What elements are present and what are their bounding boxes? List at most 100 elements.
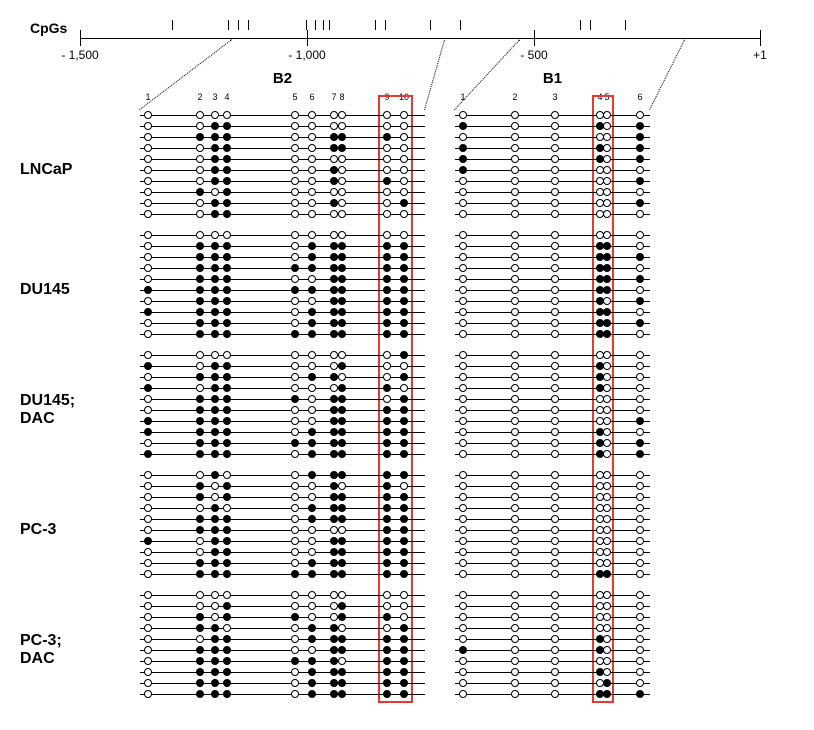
methylated-cpg: [330, 646, 338, 654]
scale-label: +1: [753, 48, 767, 62]
unmethylated-cpg: [308, 362, 316, 370]
methylated-cpg: [330, 373, 338, 381]
methylated-cpg: [211, 515, 219, 523]
methylated-cpg: [400, 471, 408, 479]
methylated-cpg: [338, 297, 346, 305]
methylated-cpg: [383, 548, 391, 556]
unmethylated-cpg: [196, 122, 204, 130]
methylated-cpg: [330, 144, 338, 152]
methylated-cpg: [211, 253, 219, 261]
unmethylated-cpg: [291, 319, 299, 327]
unmethylated-cpg: [459, 515, 467, 523]
unmethylated-cpg: [223, 504, 231, 512]
unmethylated-cpg: [551, 308, 559, 316]
sample-label: LNCaP: [20, 110, 140, 230]
methylated-cpg: [211, 177, 219, 185]
methylated-cpg: [144, 286, 152, 294]
unmethylated-cpg: [551, 570, 559, 578]
unmethylated-cpg: [383, 144, 391, 152]
unmethylated-cpg: [144, 155, 152, 163]
methylated-cpg: [223, 450, 231, 458]
unmethylated-cpg: [603, 482, 611, 490]
unmethylated-cpg: [308, 548, 316, 556]
unmethylated-cpg: [551, 177, 559, 185]
methylated-cpg: [338, 308, 346, 316]
unmethylated-cpg: [551, 155, 559, 163]
unmethylated-cpg: [308, 417, 316, 425]
unmethylated-cpg: [636, 515, 644, 523]
methylated-cpg: [338, 286, 346, 294]
unmethylated-cpg: [196, 471, 204, 479]
methylated-cpg: [223, 275, 231, 283]
unmethylated-cpg: [551, 417, 559, 425]
unmethylated-cpg: [636, 657, 644, 665]
unmethylated-cpg: [291, 679, 299, 687]
unmethylated-cpg: [400, 188, 408, 196]
unmethylated-cpg: [636, 602, 644, 610]
methylated-cpg: [400, 450, 408, 458]
unmethylated-cpg: [511, 417, 519, 425]
methylated-cpg: [383, 504, 391, 512]
unmethylated-cpg: [636, 210, 644, 218]
methylated-cpg: [196, 330, 204, 338]
unmethylated-cpg: [383, 231, 391, 239]
methylated-cpg: [330, 177, 338, 185]
unmethylated-cpg: [211, 231, 219, 239]
methylated-cpg: [211, 439, 219, 447]
unmethylated-cpg: [551, 679, 559, 687]
unmethylated-cpg: [144, 373, 152, 381]
unmethylated-cpg: [291, 210, 299, 218]
unmethylated-cpg: [291, 384, 299, 392]
methylated-cpg: [308, 330, 316, 338]
unmethylated-cpg: [511, 559, 519, 567]
unmethylated-cpg: [511, 308, 519, 316]
cpg-tick: [385, 20, 386, 30]
methylated-cpg: [196, 493, 204, 501]
unmethylated-cpg: [383, 188, 391, 196]
unmethylated-cpg: [636, 635, 644, 643]
unmethylated-cpg: [383, 210, 391, 218]
panels: B212345678910B1123456: [140, 110, 650, 710]
unmethylated-cpg: [551, 264, 559, 272]
unmethylated-cpg: [603, 624, 611, 632]
methylated-cpg: [330, 559, 338, 567]
methylated-cpg: [211, 133, 219, 141]
unmethylated-cpg: [511, 286, 519, 294]
methylated-cpg: [338, 493, 346, 501]
unmethylated-cpg: [338, 210, 346, 218]
methylated-cpg: [330, 471, 338, 479]
unmethylated-cpg: [511, 188, 519, 196]
unmethylated-cpg: [308, 591, 316, 599]
unmethylated-cpg: [636, 308, 644, 316]
methylated-cpg: [223, 144, 231, 152]
unmethylated-cpg: [308, 613, 316, 621]
unmethylated-cpg: [291, 646, 299, 654]
methylated-cpg: [211, 319, 219, 327]
methylated-cpg: [196, 275, 204, 283]
unmethylated-cpg: [551, 275, 559, 283]
cpg-tick: [306, 20, 307, 30]
methylated-cpg: [400, 373, 408, 381]
methylated-cpg: [383, 537, 391, 545]
methylated-cpg: [338, 428, 346, 436]
unmethylated-cpg: [511, 515, 519, 523]
unmethylated-cpg: [383, 111, 391, 119]
methylated-cpg: [211, 286, 219, 294]
sequence-block: [455, 350, 650, 460]
methylated-cpg: [636, 450, 644, 458]
unmethylated-cpg: [511, 482, 519, 490]
methylated-cpg: [308, 308, 316, 316]
unmethylated-cpg: [459, 351, 467, 359]
unmethylated-cpg: [636, 548, 644, 556]
methylated-cpg: [223, 210, 231, 218]
unmethylated-cpg: [330, 384, 338, 392]
unmethylated-cpg: [308, 602, 316, 610]
methylated-cpg: [196, 428, 204, 436]
methylated-cpg: [223, 319, 231, 327]
unmethylated-cpg: [196, 504, 204, 512]
unmethylated-cpg: [551, 384, 559, 392]
unmethylated-cpg: [400, 111, 408, 119]
methylated-cpg: [400, 395, 408, 403]
methylated-cpg: [636, 253, 644, 261]
methylated-cpg: [223, 155, 231, 163]
